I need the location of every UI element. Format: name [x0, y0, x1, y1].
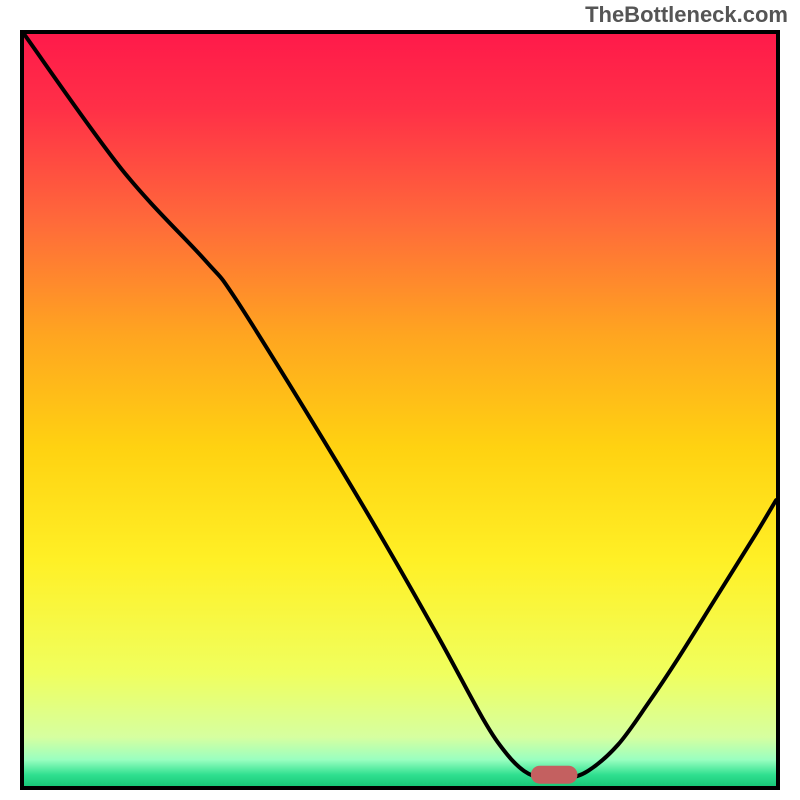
watermark-text: TheBottleneck.com	[585, 2, 788, 28]
plot-frame	[20, 30, 780, 790]
chart-container: TheBottleneck.com	[0, 0, 800, 800]
